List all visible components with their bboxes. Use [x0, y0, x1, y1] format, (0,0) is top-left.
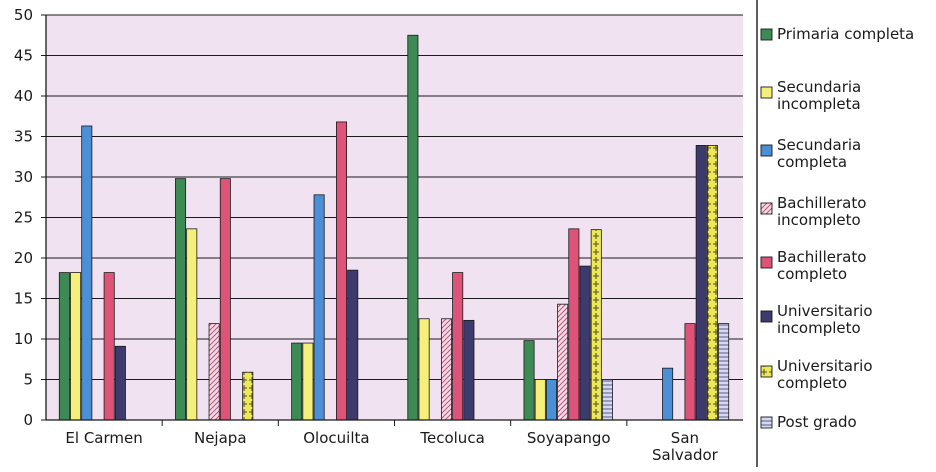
legend-label: Secundaria [777, 136, 861, 154]
legend-swatch [760, 256, 773, 269]
bar [557, 303, 569, 421]
legend-label: incompleto [777, 319, 861, 337]
y-tick-label: 30 [14, 168, 33, 186]
gridlines [46, 14, 743, 381]
bar [313, 194, 325, 421]
legend-label: Secundaria [777, 78, 861, 96]
bar [186, 228, 198, 421]
bar [291, 342, 303, 421]
y-tick-label: 10 [14, 330, 33, 348]
legend-label: completo [777, 265, 847, 283]
legend-label: Universitario [777, 302, 873, 320]
legend-label: Primaria completa [777, 25, 914, 43]
bar [718, 323, 730, 421]
bar [695, 145, 707, 421]
legend-label: Post grado [777, 413, 857, 431]
x-tick-label: Nejapa [194, 429, 247, 447]
y-tick-label: 25 [14, 209, 33, 227]
bar [452, 272, 464, 421]
bar [302, 342, 314, 421]
bar [58, 272, 70, 421]
bar [114, 345, 126, 421]
legend-label: completa [777, 153, 847, 171]
bar [601, 379, 613, 421]
bar [103, 272, 115, 421]
legend-swatch [760, 144, 773, 157]
y-tick-label: 0 [23, 411, 33, 429]
bar [440, 318, 452, 421]
bar [242, 371, 254, 421]
x-tick-label: San [671, 429, 699, 447]
bar [347, 269, 359, 421]
legend-swatch [760, 28, 773, 41]
bar [463, 319, 475, 421]
bar [208, 323, 220, 421]
legend-label: Universitario [777, 357, 873, 375]
legend-swatch [760, 365, 773, 378]
y-tick-label: 35 [14, 128, 33, 146]
legend: Primaria completaSecundariaincompletaSec… [756, 0, 914, 467]
legend-label: completo [777, 374, 847, 392]
axes: 0 5 10 15 20 25 30 35 40 45 50 El Carmen Nejapa Olocu… [14, 6, 743, 464]
bar [523, 340, 535, 421]
x-tick-label: Tecoluca [419, 429, 484, 447]
legend-label: incompleta [777, 95, 861, 113]
legend-label: Bachillerato [777, 194, 866, 212]
y-tick-label: 50 [14, 6, 33, 24]
y-tick-label: 5 [23, 371, 33, 389]
bar [175, 178, 187, 421]
x-tick-label: Olocuilta [303, 429, 369, 447]
legend-swatch [760, 202, 773, 215]
bar [684, 323, 696, 421]
legend-label: Bachillerato [777, 248, 866, 266]
bar [407, 34, 419, 421]
legend-label: incompleto [777, 211, 861, 229]
bar [70, 272, 82, 421]
legend-swatch [760, 310, 773, 323]
x-tick-label: Salvador [652, 446, 719, 464]
bar [219, 178, 231, 421]
y-tick-label: 45 [14, 47, 33, 65]
bar [662, 367, 674, 421]
bar [579, 265, 591, 421]
bar [706, 145, 718, 421]
x-tick-label: El Carmen [65, 429, 142, 447]
bar [81, 125, 93, 421]
y-tick-label: 15 [14, 290, 33, 308]
bar [568, 228, 580, 421]
x-tick-label: Soyapango [527, 429, 611, 447]
legend-swatch [760, 86, 773, 99]
y-tick-label: 20 [14, 249, 33, 267]
y-tick-label: 40 [14, 87, 33, 105]
bar [545, 379, 557, 421]
bar [336, 121, 348, 421]
bar [534, 379, 546, 421]
legend-swatch [760, 416, 773, 429]
bar [418, 318, 430, 421]
bar [590, 229, 602, 421]
